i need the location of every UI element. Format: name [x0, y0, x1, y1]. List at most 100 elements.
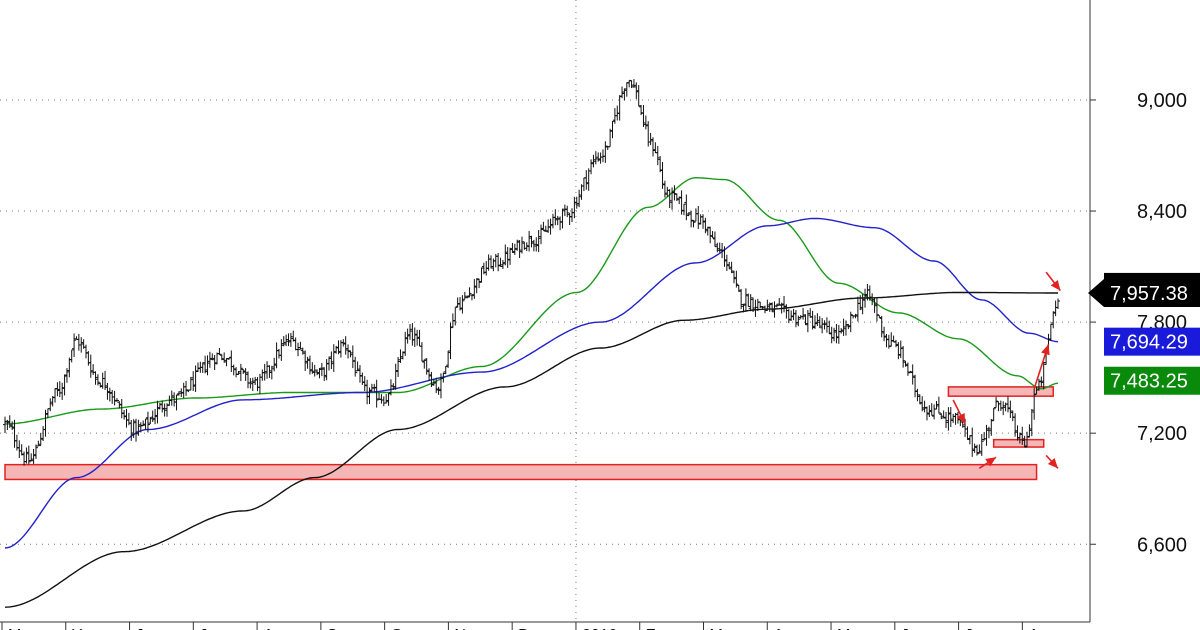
price-bar	[860, 293, 865, 315]
price-bar	[1029, 409, 1034, 437]
price-bar	[674, 193, 679, 202]
price-bar	[970, 427, 975, 457]
price-bar	[357, 365, 362, 383]
price-bar	[855, 296, 860, 322]
price-bar	[774, 303, 779, 308]
price-bar	[350, 345, 355, 369]
price-bar	[817, 316, 822, 329]
price-bar	[586, 168, 591, 191]
price-bar	[103, 370, 108, 390]
price-bar	[169, 390, 174, 406]
price-bar	[801, 307, 806, 320]
price-bar	[610, 120, 615, 139]
price-bar	[648, 132, 653, 146]
price-bar	[372, 383, 377, 393]
price-bar	[367, 387, 372, 405]
price-bar	[155, 400, 160, 424]
price-bar	[238, 363, 243, 382]
price-bar	[624, 82, 629, 97]
support-zone-long	[4, 463, 1038, 481]
price-bar	[405, 328, 410, 344]
price-bar	[210, 353, 215, 361]
price-bar	[512, 243, 517, 255]
price-bar	[455, 297, 460, 308]
arrow-top-right	[1045, 271, 1062, 292]
price-bar	[55, 382, 60, 397]
price-bar	[779, 302, 784, 314]
price-bar	[515, 239, 520, 251]
price-bar	[64, 368, 69, 383]
price-bar	[231, 364, 236, 376]
price-bar	[939, 413, 944, 420]
price-bar	[19, 444, 24, 456]
price-bar	[131, 419, 136, 438]
price-bar	[60, 382, 65, 400]
price-bar	[31, 448, 36, 464]
price-bar	[793, 309, 798, 328]
price-bar	[965, 426, 970, 441]
price-bar	[705, 226, 710, 236]
price-bar	[986, 426, 991, 439]
price-bar	[696, 205, 701, 230]
price-badge-label: 7,957.38	[1110, 283, 1188, 305]
price-bar	[467, 287, 472, 298]
price-bar	[758, 301, 763, 308]
price-bar	[858, 295, 863, 311]
price-bar	[581, 177, 586, 192]
price-bar	[307, 355, 312, 375]
price-bar	[593, 151, 598, 165]
price-bar	[348, 350, 353, 358]
price-bar	[429, 371, 434, 388]
x-tick-label: Ye	[72, 627, 90, 630]
price-bar	[300, 347, 305, 355]
price-bar	[639, 104, 644, 116]
price-bar	[739, 288, 744, 310]
x-tick-label: Au	[1028, 627, 1048, 630]
price-badge-label: 7,483.25	[1110, 371, 1188, 393]
price-bar	[708, 226, 713, 244]
price-bar	[262, 363, 267, 381]
price-badge-background	[1104, 327, 1200, 356]
arrow-down-bottom-right	[1045, 454, 1059, 469]
price-bar	[472, 279, 477, 299]
price-bar	[591, 154, 596, 168]
price-bar	[469, 294, 474, 301]
price-bar	[419, 342, 424, 362]
price-bar	[276, 348, 281, 359]
price-bar	[503, 244, 508, 266]
price-bar	[160, 400, 165, 413]
x-tick-label: Ju	[136, 627, 153, 630]
price-bar	[319, 362, 324, 377]
price-bar	[153, 409, 158, 425]
price-bar	[505, 247, 510, 268]
price-bar	[489, 255, 493, 269]
price-bar	[188, 376, 193, 391]
price-bar	[53, 388, 58, 403]
price-bar	[400, 351, 405, 360]
price-bar	[727, 261, 732, 270]
y-tick-label: 7,200	[1137, 423, 1187, 445]
price-badges: 7,990.147,957.387,694.297,483.25	[1088, 272, 1200, 395]
price-bar	[410, 322, 415, 346]
price-bar	[543, 225, 548, 232]
price-bar	[874, 297, 879, 322]
price-bar	[853, 313, 858, 319]
price-bar	[944, 411, 949, 429]
price-badge-background	[1104, 366, 1200, 395]
price-bar	[317, 367, 322, 379]
price-bar	[834, 323, 839, 344]
price-bar	[741, 303, 746, 313]
price-bar	[1010, 410, 1015, 422]
price-bar	[1001, 401, 1006, 416]
price-bar	[193, 365, 198, 392]
price-bar	[396, 356, 401, 377]
price-badge-label: 7,694.29	[1110, 332, 1188, 354]
price-bar	[524, 242, 529, 252]
price-bar	[877, 314, 882, 319]
price-bar	[929, 403, 934, 416]
price-bar	[984, 424, 989, 446]
price-bar	[496, 252, 501, 272]
price-bar	[217, 348, 222, 355]
price-bar	[279, 339, 284, 361]
